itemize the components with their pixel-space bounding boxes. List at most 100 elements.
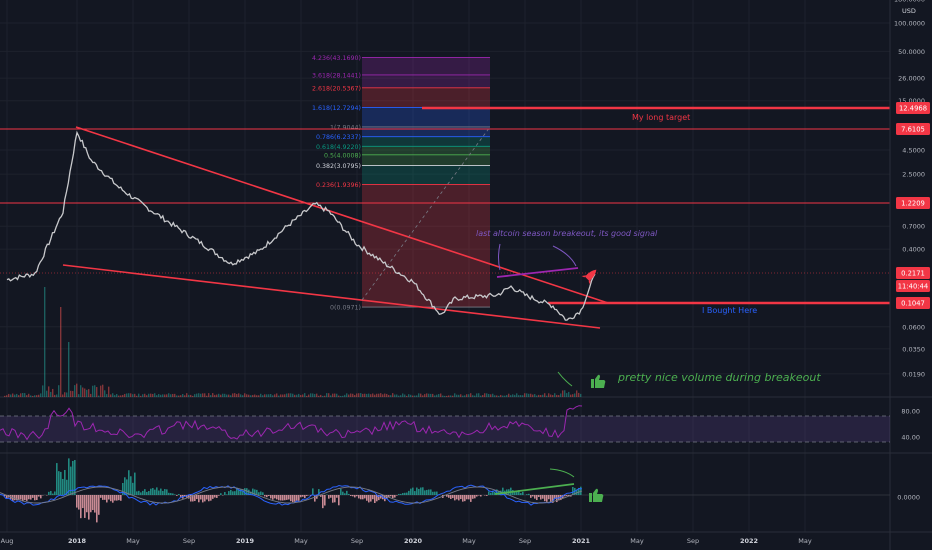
volume-bar [322, 395, 324, 397]
volume-bar [6, 395, 8, 397]
macd-bar [302, 495, 304, 497]
annotation-bought-here: I Bought Here [702, 306, 757, 315]
volume-bar [512, 394, 514, 397]
volume-bar [486, 393, 488, 397]
macd-bar [274, 495, 276, 499]
macd-bar [346, 490, 348, 495]
time-axis-ticks: Aug 2018 May Sep 2019 May Sep 2020 May Sep 2021 May… [1, 537, 812, 545]
macd-bar [268, 495, 270, 497]
volume-bar [556, 394, 558, 397]
macd-bar [550, 495, 552, 503]
volume-bar [396, 394, 398, 397]
volume-bar [464, 395, 466, 397]
macd-bar [208, 495, 210, 502]
volume-bar [120, 395, 122, 397]
price-tag-label-11-40-44: 11:40:44 [898, 283, 929, 291]
macd-bar [56, 463, 58, 495]
macd-bar [212, 495, 214, 499]
macd-bar [252, 488, 254, 495]
macd-bar [92, 495, 94, 511]
price-series-line [6, 130, 596, 321]
grid [0, 0, 890, 532]
volume-bar [376, 393, 378, 397]
macd-bar [344, 493, 346, 495]
volume-bar [354, 394, 356, 397]
macd-bar [138, 490, 140, 495]
macd-divergence-line[interactable] [494, 483, 575, 495]
macd-bar [130, 476, 132, 495]
volume-bar [504, 395, 506, 397]
volume-bar [472, 395, 474, 397]
volume-bar [78, 394, 80, 397]
thumbs-up-icon [589, 488, 604, 502]
volume-bar [500, 394, 502, 397]
macd-bar [234, 491, 236, 495]
macd-bar [542, 495, 544, 499]
volume-bar [546, 395, 548, 397]
volume-bar [150, 393, 152, 397]
macd-bar [246, 488, 248, 495]
volume-bar [168, 393, 170, 397]
macd-bar [160, 488, 162, 495]
fib-zone-3 [362, 107, 490, 127]
volume-bar [18, 395, 20, 397]
macd-bar [456, 495, 458, 500]
volume-bar [338, 395, 340, 397]
macd-bar [336, 495, 338, 498]
volume-bar [290, 393, 292, 397]
time-tick-label-sep-12: Sep [687, 537, 699, 545]
macd-bar [332, 495, 334, 503]
rsi-series-line [0, 405, 583, 441]
time-tick-label-2022-13: 2022 [740, 537, 758, 545]
volume-bar [58, 385, 60, 397]
macd-bar [88, 495, 90, 520]
macd-bar [538, 495, 540, 498]
volume-bar [106, 394, 108, 397]
macd-bar [554, 495, 556, 500]
macd-bar [366, 495, 368, 501]
macd-bar [428, 489, 430, 495]
volume-bar [292, 393, 294, 397]
macd-bar [178, 493, 180, 495]
volume-bar [414, 395, 416, 397]
volume-bar [126, 393, 128, 397]
wedge-lower-line[interactable] [62, 264, 601, 329]
fib-zone-8 [362, 165, 490, 185]
macd-bar [450, 495, 452, 499]
volume-bar [436, 394, 438, 397]
volume-bar [440, 393, 442, 397]
volume-bar [454, 393, 456, 397]
price-tick-label-100-0000: 100.0000 [894, 20, 925, 28]
time-tick-label-2020-7: 2020 [404, 537, 423, 545]
purple-breakout-line[interactable] [496, 267, 579, 278]
macd-bar [400, 493, 402, 495]
macd-bar [248, 489, 250, 495]
macd-bar [142, 490, 144, 495]
macd-bar [168, 492, 170, 495]
macd-bar [478, 495, 480, 496]
fib-zone-4 [362, 126, 490, 137]
time-tick-label-2021-10: 2021 [572, 537, 591, 545]
volume-bar [480, 395, 482, 397]
macd-bar [432, 491, 434, 495]
macd-bar [422, 487, 424, 495]
volume-bar [488, 393, 490, 397]
macd-bar [374, 495, 376, 503]
macd-bar [470, 495, 472, 502]
macd-bar [434, 491, 436, 495]
volume-bar [294, 394, 296, 397]
volume-bar [12, 393, 14, 397]
macd-bar [430, 489, 432, 495]
volume-bar [460, 394, 462, 397]
volume-bar [172, 393, 174, 397]
volume-bar [144, 393, 146, 397]
time-tick-label-2019-4: 2019 [236, 537, 255, 545]
macd-bar [494, 491, 496, 495]
macd-bar [84, 495, 86, 518]
volume-bar [528, 393, 530, 397]
volume-bar [462, 395, 464, 397]
volume-bar [82, 387, 84, 397]
macd-bar [156, 487, 158, 495]
volume-bar [304, 393, 306, 397]
